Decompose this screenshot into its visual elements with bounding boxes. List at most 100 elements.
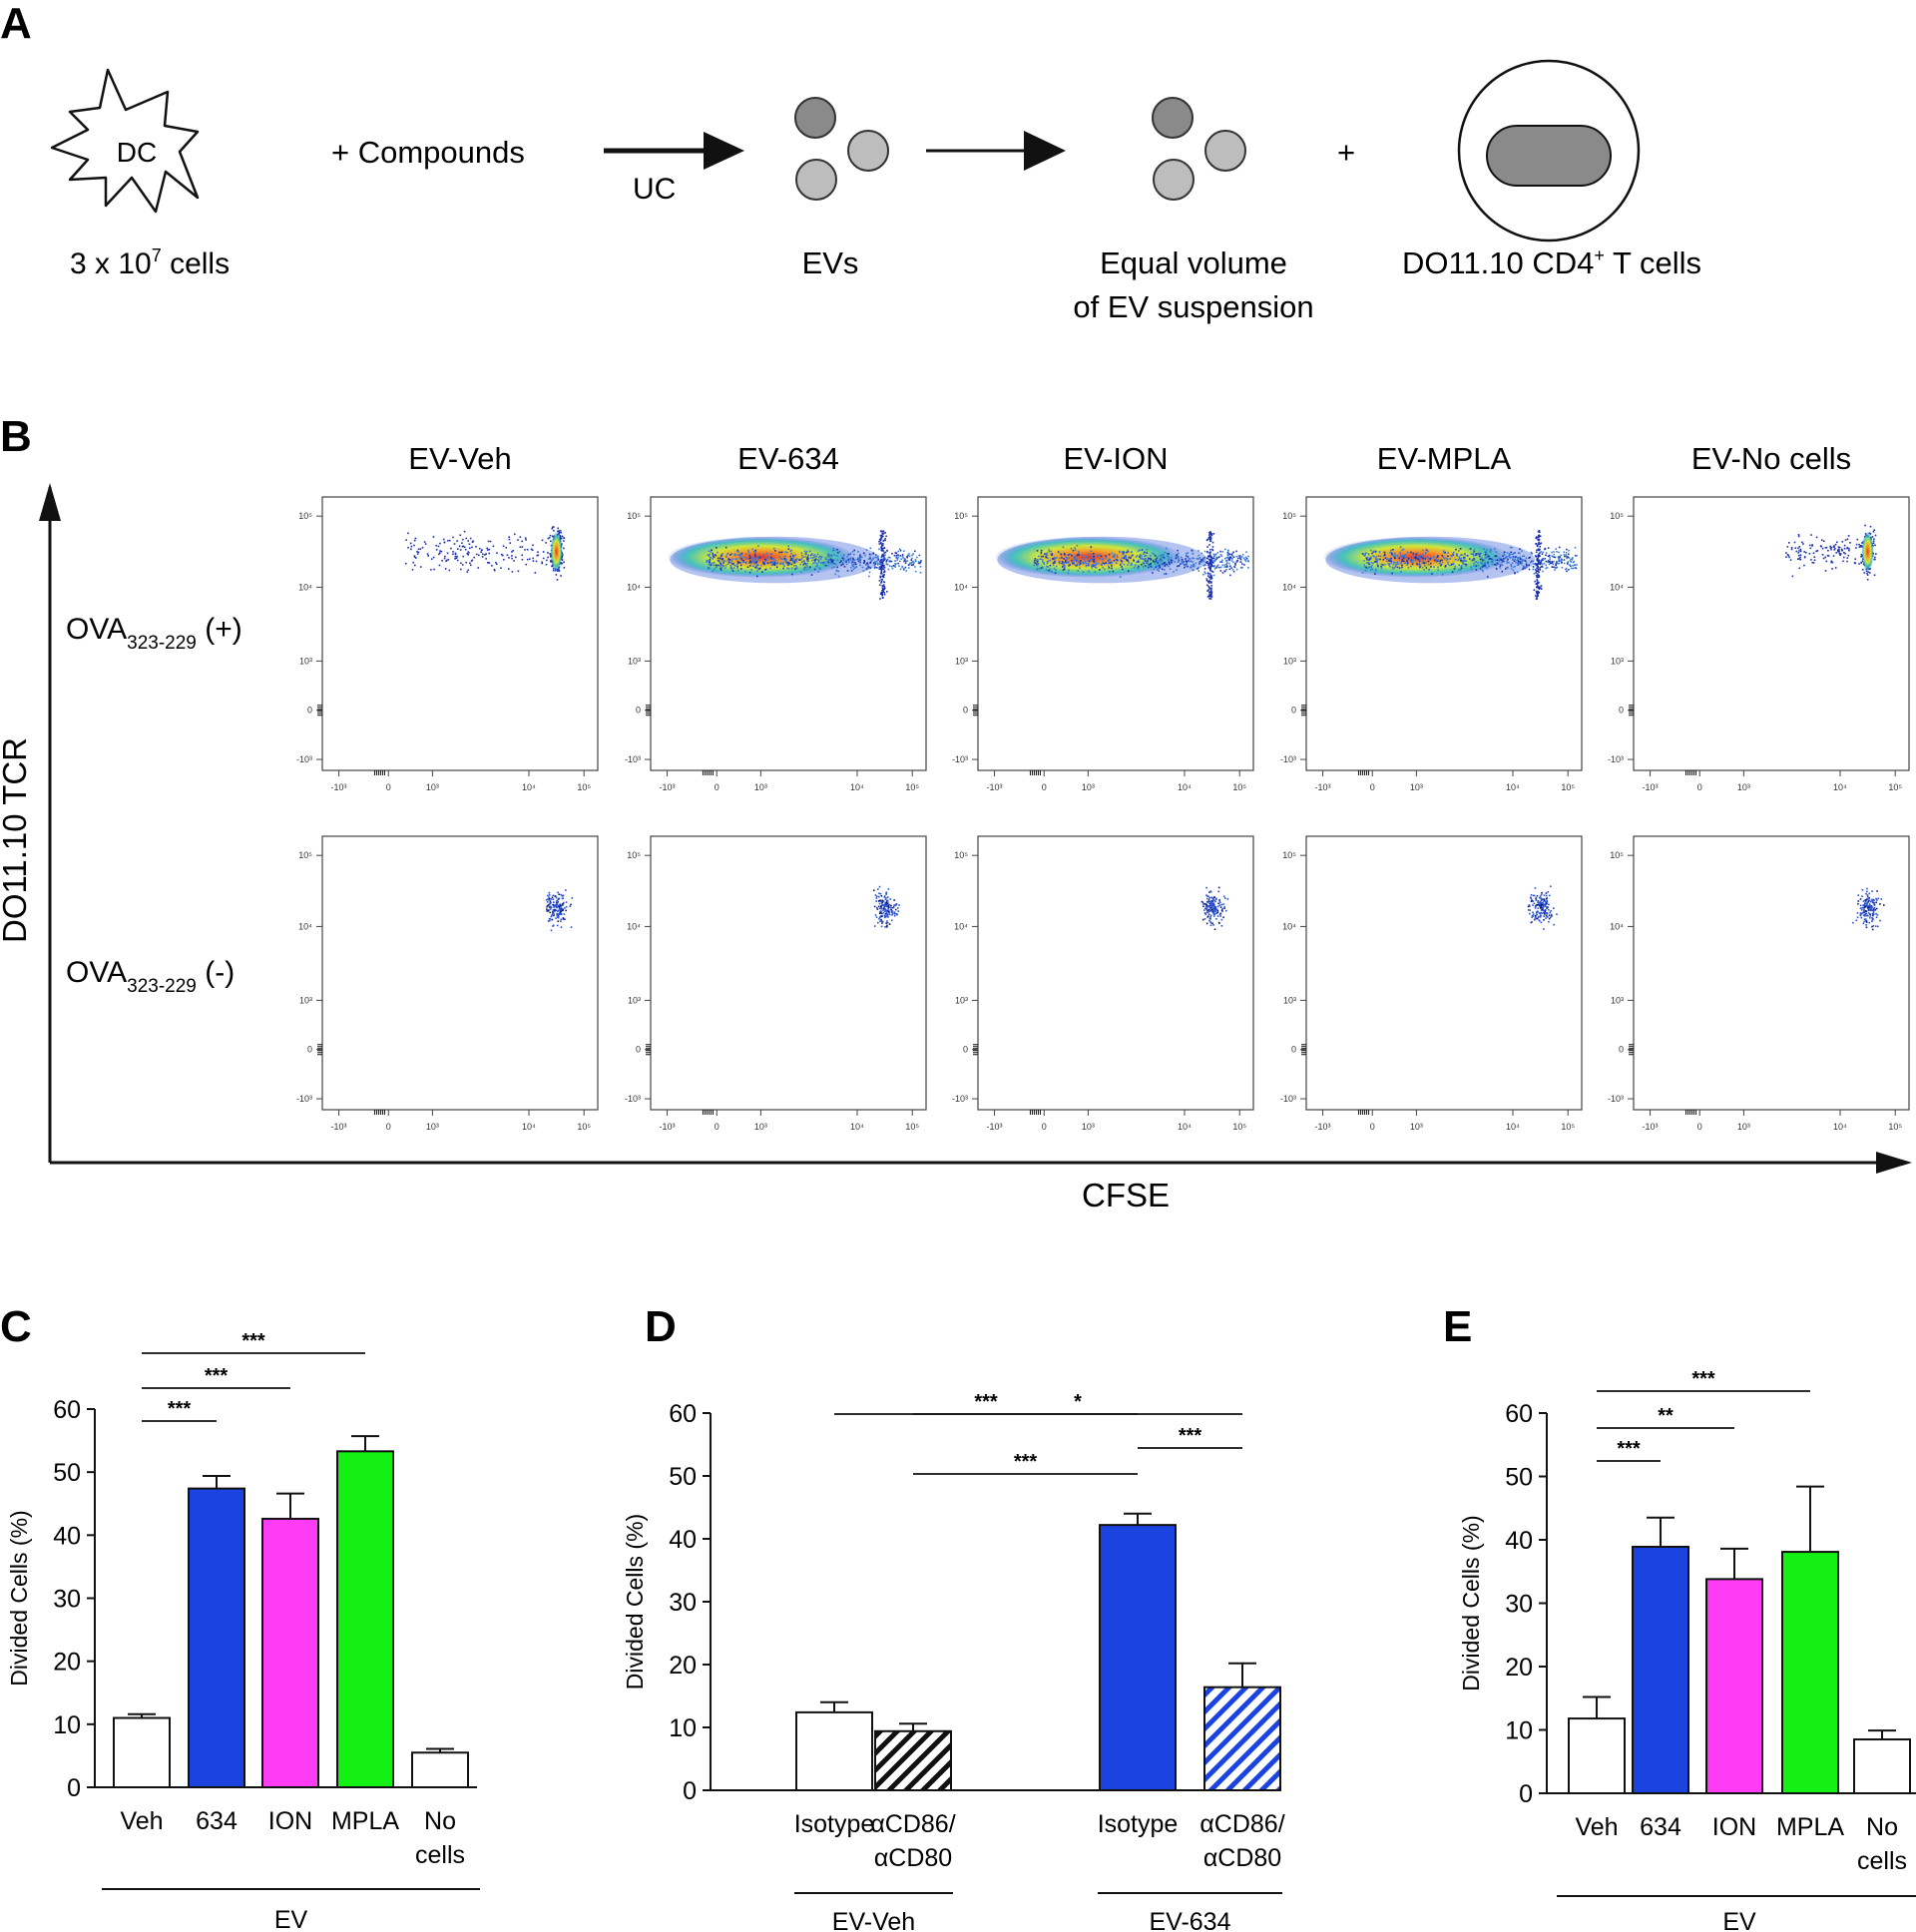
event-dot xyxy=(1384,557,1387,560)
event-dot xyxy=(800,552,803,554)
event-dot xyxy=(1462,560,1465,563)
event-dot xyxy=(560,575,562,577)
event-dot xyxy=(1875,899,1878,901)
event-dot xyxy=(1880,898,1883,900)
y-tick-label: -10³ xyxy=(1608,1094,1624,1104)
event-dot xyxy=(840,564,843,567)
event-dot xyxy=(1466,555,1469,557)
event-dot xyxy=(1146,548,1149,551)
event-dot xyxy=(1177,556,1180,558)
event-dot xyxy=(1538,559,1540,562)
event-dot xyxy=(1442,556,1445,559)
event-dot xyxy=(787,562,790,565)
event-dot xyxy=(906,556,909,559)
event-dot xyxy=(754,565,757,567)
event-dot xyxy=(1097,555,1100,557)
event-dot xyxy=(708,555,711,558)
event-dot xyxy=(552,911,554,913)
event-dot xyxy=(1116,556,1119,558)
event-dot xyxy=(1514,565,1516,568)
event-dot xyxy=(1420,556,1423,559)
event-dot xyxy=(1844,552,1846,555)
event-dot xyxy=(1139,554,1141,557)
event-dot xyxy=(725,555,727,557)
bar-no-cells xyxy=(1853,1738,1911,1795)
event-dot xyxy=(502,545,505,547)
event-dot xyxy=(545,542,547,544)
event-dot xyxy=(1205,909,1208,911)
event-dot xyxy=(1136,561,1138,563)
event-dot xyxy=(1866,890,1868,893)
event-dot xyxy=(1876,890,1878,892)
event-dot xyxy=(1538,571,1540,574)
event-dot xyxy=(1512,553,1514,556)
event-dot xyxy=(1477,564,1480,567)
event-dot xyxy=(830,555,833,557)
event-dot xyxy=(743,561,745,564)
event-dot xyxy=(1228,565,1231,568)
event-dot xyxy=(1219,550,1221,553)
event-dot xyxy=(727,561,730,564)
event-dot xyxy=(867,566,870,568)
event-dot xyxy=(771,562,774,564)
event-dot xyxy=(1401,564,1403,567)
event-dot xyxy=(1535,897,1538,899)
event-dot xyxy=(1553,551,1555,553)
event-dot xyxy=(1511,553,1513,556)
event-dot xyxy=(1856,916,1859,919)
event-dot xyxy=(816,553,819,556)
event-dot xyxy=(444,568,447,570)
event-dot xyxy=(1496,559,1499,561)
event-dot xyxy=(1538,548,1541,551)
event-dot xyxy=(550,906,553,909)
event-dot xyxy=(899,549,902,552)
event-dot xyxy=(912,553,914,555)
event-dot xyxy=(1839,553,1842,555)
event-dot xyxy=(1518,562,1521,565)
event-dot xyxy=(1507,567,1509,569)
event-dot xyxy=(1864,918,1867,920)
event-dot xyxy=(1516,557,1519,559)
event-dot xyxy=(1546,907,1548,909)
event-dot xyxy=(1868,905,1870,907)
event-dot xyxy=(1205,539,1208,542)
event-dot xyxy=(1412,552,1415,555)
category-label: αCD86/ xyxy=(1199,1810,1284,1838)
event-dot xyxy=(1556,566,1558,569)
event-dot xyxy=(833,566,835,568)
event-dot xyxy=(532,557,534,560)
y-tick-label: 10⁴ xyxy=(627,582,641,592)
event-dot xyxy=(726,563,729,566)
event-dot xyxy=(878,917,880,920)
event-dot xyxy=(827,561,830,564)
event-dot xyxy=(1208,588,1211,590)
event-dot xyxy=(1846,557,1849,559)
event-dot xyxy=(878,538,881,541)
event-dot xyxy=(1203,571,1206,574)
event-dot xyxy=(1176,554,1179,556)
event-dot xyxy=(462,545,465,548)
event-dot xyxy=(899,560,901,563)
event-dot xyxy=(1067,554,1070,556)
event-dot xyxy=(893,554,896,557)
event-dot xyxy=(1216,915,1219,917)
x-tick-label: 0 xyxy=(1370,1122,1375,1132)
event-dot xyxy=(1535,904,1537,907)
event-dot xyxy=(1207,905,1209,908)
event-dot xyxy=(1092,560,1095,562)
event-dot xyxy=(1047,557,1049,560)
event-dot xyxy=(1155,565,1158,568)
event-dot xyxy=(1841,541,1844,543)
event-dot xyxy=(1517,564,1520,566)
x-tick-label: 10⁴ xyxy=(522,1122,536,1132)
event-dot xyxy=(1544,548,1546,551)
event-dot xyxy=(1407,557,1410,560)
event-dot xyxy=(1410,551,1412,554)
event-dot xyxy=(1193,565,1196,568)
event-dot xyxy=(1475,561,1478,563)
event-dot xyxy=(1168,556,1170,559)
event-dot xyxy=(550,915,553,918)
event-dot xyxy=(1866,914,1868,917)
event-dot xyxy=(1516,562,1519,565)
event-dot xyxy=(814,560,816,563)
